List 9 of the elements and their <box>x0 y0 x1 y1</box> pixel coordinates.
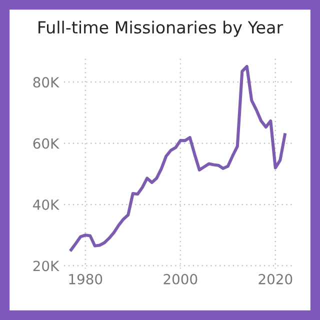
chart-title: Full-time Missionaries by Year <box>38 20 284 37</box>
line-series <box>70 64 286 252</box>
x-tick-label: 2000 <box>164 274 198 284</box>
y-tick-label: 40K <box>33 199 60 210</box>
x-tick-label: 2020 <box>258 274 292 284</box>
x-tick-label: 1980 <box>69 274 102 284</box>
y-tick-label: 20K <box>33 260 60 272</box>
y-tick-label: 60K <box>33 138 60 149</box>
y-tick-label: 80K <box>33 77 60 88</box>
